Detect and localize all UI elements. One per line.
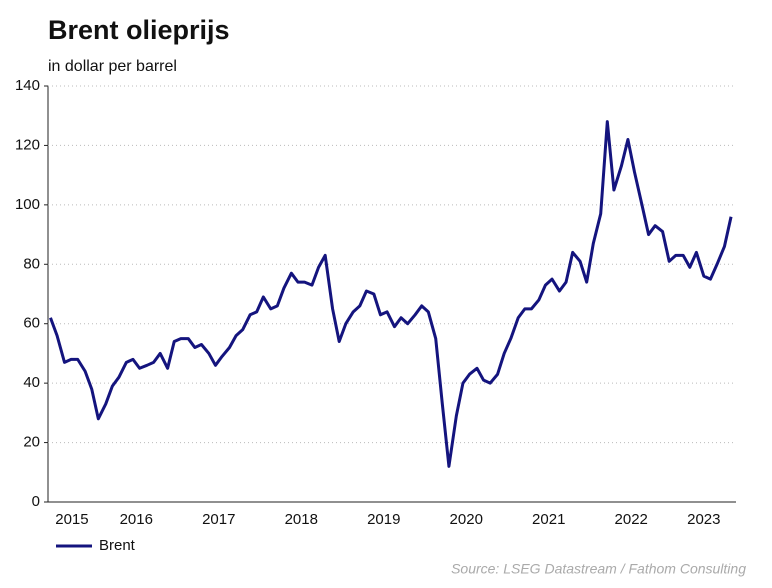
chart-subtitle: in dollar per barrel <box>48 58 177 75</box>
legend-label: Brent <box>99 537 136 554</box>
data-line <box>49 120 733 468</box>
x-tick-label: 2021 <box>532 511 565 528</box>
x-tick-label: 2018 <box>285 511 318 528</box>
x-tick-label: 2022 <box>615 511 648 528</box>
x-tick-label: 2017 <box>202 511 235 528</box>
source: Source: LSEG Datastream / Fathom Consult… <box>451 561 746 577</box>
chart-title: Brent olieprijs <box>48 15 230 45</box>
x-tick-label: 2020 <box>450 511 483 528</box>
x-tick-label: 2016 <box>120 511 153 528</box>
y-tick-label: 120 <box>15 136 40 153</box>
y-tick-label: 40 <box>23 374 40 391</box>
x-tick-label: 2023 <box>687 511 720 528</box>
y-tick-label: 0 <box>32 493 40 510</box>
y-tick-label: 80 <box>23 255 40 272</box>
x-tick-label: 2019 <box>367 511 400 528</box>
y-tick-label: 60 <box>23 315 40 332</box>
y-tick-label: 20 <box>23 434 40 451</box>
y-tick-label: 100 <box>15 196 40 213</box>
x-tick-label: 2015 <box>55 511 88 528</box>
y-tick-label: 140 <box>15 77 40 94</box>
